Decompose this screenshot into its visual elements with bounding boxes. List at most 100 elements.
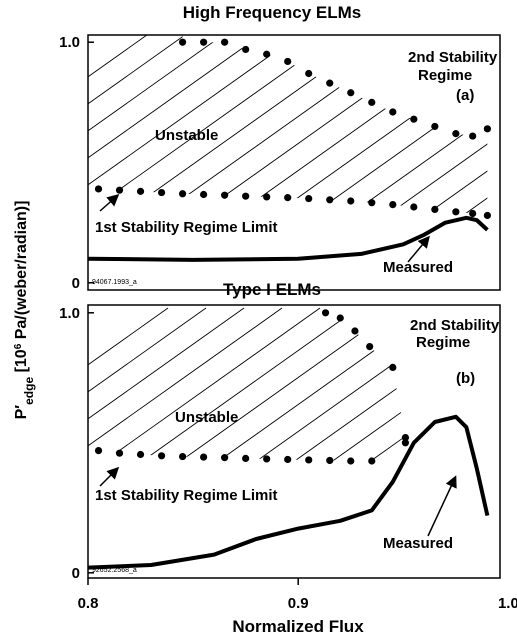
hatch-line <box>281 35 488 216</box>
dot <box>136 187 145 195</box>
dot <box>410 115 418 123</box>
annotation: 1st Stability Regime Limit <box>95 487 278 504</box>
dot <box>115 186 124 194</box>
x-axis-label: Normalized Flux <box>232 617 364 636</box>
hatch-line <box>88 307 359 461</box>
dot <box>410 203 418 211</box>
y-tick-label: 0 <box>72 275 80 292</box>
hatch-line <box>205 307 406 461</box>
dot <box>178 190 187 198</box>
arrow <box>407 235 430 263</box>
hatch <box>88 307 517 578</box>
dot <box>368 457 376 465</box>
annotation: Unstable <box>155 127 218 144</box>
dot <box>178 452 187 461</box>
dot <box>347 197 355 205</box>
x-tick-label: 0.8 <box>78 595 99 612</box>
annotation: Measured <box>383 259 453 276</box>
dot <box>389 363 397 371</box>
x-tick-label: 0.9 <box>288 595 309 612</box>
dot <box>351 327 359 335</box>
dot <box>284 455 292 464</box>
dot <box>115 449 124 457</box>
dot <box>242 45 250 54</box>
arrow <box>99 194 120 212</box>
annotation: Regime <box>418 67 472 84</box>
measured-line <box>87 414 490 570</box>
hatch-line <box>88 307 207 461</box>
dot <box>157 188 166 197</box>
dot <box>389 200 397 209</box>
dot <box>336 314 344 322</box>
dot <box>366 343 374 351</box>
y-tick-label: 1.0 <box>59 305 80 322</box>
hatch-line <box>243 307 406 461</box>
hatch-line <box>88 35 169 216</box>
dot <box>178 38 187 46</box>
hatch-line <box>88 35 359 216</box>
hatch-line <box>88 307 283 461</box>
hatch-line <box>472 308 517 578</box>
dot <box>221 191 229 199</box>
dot <box>284 194 292 202</box>
hatch-line <box>88 307 406 461</box>
measured-line <box>87 215 489 262</box>
dot <box>157 452 166 460</box>
dot <box>305 194 313 203</box>
annotation: (a) <box>456 87 474 104</box>
dot <box>321 309 330 317</box>
hatch-line <box>88 35 245 216</box>
annotation: 92652.2568_a <box>92 567 137 574</box>
hatch-line <box>88 35 207 216</box>
dot <box>242 192 250 200</box>
dot <box>483 211 491 220</box>
dot <box>221 38 229 46</box>
y-tick-label: 1.0 <box>59 34 80 51</box>
dot <box>452 208 460 216</box>
arrow <box>427 475 457 537</box>
dot <box>368 98 376 106</box>
dot <box>200 453 208 461</box>
dot <box>389 108 397 116</box>
hatch-line <box>88 307 321 461</box>
dot <box>452 130 460 138</box>
annotation: Measured <box>383 535 453 552</box>
y-axis-label: P′edge [106 Pa/(weber/radian)] <box>13 201 37 420</box>
y-tick-label: 0 <box>72 565 80 582</box>
dot <box>347 457 355 465</box>
dot <box>263 455 271 463</box>
annotation: 2nd Stability <box>410 317 500 334</box>
dot <box>431 205 439 214</box>
dot <box>136 450 145 459</box>
annotation: 94067.1993_a <box>92 279 137 286</box>
annotation: Regime <box>416 334 470 351</box>
dot <box>284 57 292 66</box>
panel-title: High Frequency ELMs <box>183 3 362 22</box>
plot-frame <box>87 304 501 579</box>
hatch-line <box>88 307 245 461</box>
dot <box>305 456 313 464</box>
svg-text:P′edge [106 Pa/(weber/radian)]: P′edge [106 Pa/(weber/radian)] <box>13 201 37 420</box>
dot <box>94 185 103 193</box>
annotation: (b) <box>456 370 475 387</box>
x-tick-label: 1.0 <box>498 595 517 612</box>
dot <box>326 196 334 204</box>
annotation: 2nd Stability <box>408 49 498 66</box>
hatch-line <box>167 307 406 461</box>
hatch-line <box>88 35 321 216</box>
dot <box>305 69 313 78</box>
hatch-line <box>88 307 169 461</box>
dot <box>242 454 250 462</box>
hatch-line <box>88 307 397 461</box>
dot <box>200 38 208 46</box>
hatch-line <box>129 307 406 461</box>
dot <box>200 190 208 199</box>
dot <box>347 89 355 97</box>
dot <box>221 454 229 462</box>
dot <box>483 125 491 133</box>
dot <box>401 434 410 442</box>
dot <box>368 199 376 207</box>
hatch-line <box>91 307 406 461</box>
dot <box>401 439 410 447</box>
